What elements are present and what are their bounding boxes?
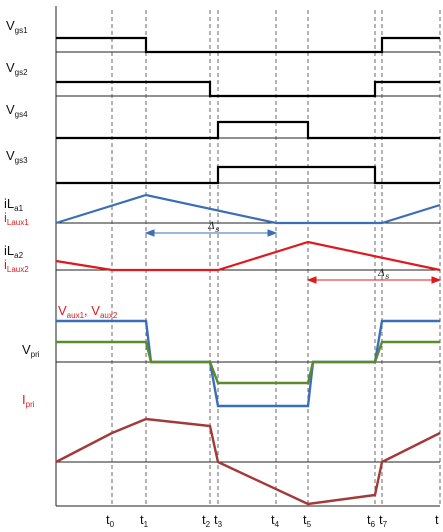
label-vgs1: Vgs1	[6, 18, 28, 35]
tick-label-t3: t3	[214, 512, 223, 529]
gate-signals	[56, 36, 440, 185]
delta-label-1: Δs	[207, 221, 219, 234]
vpri-waveform	[56, 340, 440, 385]
time-markers	[111, 10, 441, 506]
tick-label-t4: t4	[271, 512, 280, 529]
label-ilaux2: iLaux2	[4, 257, 29, 274]
label-vgs4: Vgs4	[6, 102, 28, 119]
label-vgs2: Vgs2	[6, 60, 28, 77]
ipri-waveform	[55, 417, 441, 506]
tick-label-t6: t6	[367, 512, 376, 529]
delta-label-2: Δs	[377, 268, 389, 281]
ila2-waveform	[55, 240, 441, 272]
tick-label-t0: t0	[106, 512, 115, 529]
tick-label-t: t	[435, 512, 439, 527]
tick-label-t2: t2	[202, 512, 211, 529]
label-vaux: Vaux1, Vaux2	[58, 303, 118, 320]
tick-label-t1: t1	[140, 512, 149, 529]
label-vpri: Vpri	[22, 342, 40, 359]
label-ilaux1: iLaux1	[4, 210, 29, 227]
vgs2-waveform	[56, 80, 440, 98]
tick-label-t7: t7	[379, 512, 388, 529]
delta-arrow-2	[306, 276, 442, 284]
label-vgs3: Vgs3	[6, 148, 28, 165]
label-ila2: iLa2	[4, 243, 24, 260]
vgs4-waveform	[56, 120, 440, 140]
delta-arrow-1	[144, 229, 278, 237]
vgs1-waveform	[56, 36, 440, 54]
time-tick-labels: t0 t1 t2 t3 t4 t5 t6 t7 t	[106, 512, 439, 529]
vgs3-waveform	[56, 165, 440, 185]
label-ila1: iLa1	[4, 196, 24, 213]
label-ipri: Ipri	[22, 392, 35, 409]
tick-label-t5: t5	[303, 512, 312, 529]
ila1-waveform	[55, 193, 441, 225]
vaux-waveform	[56, 319, 440, 408]
